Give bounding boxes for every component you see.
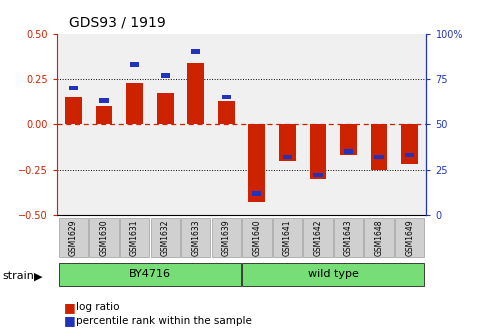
Text: ▶: ▶ — [34, 271, 42, 281]
Bar — [181, 218, 211, 257]
Bar — [252, 191, 261, 196]
Text: percentile rank within the sample: percentile rank within the sample — [76, 316, 252, 326]
Text: GSM1630: GSM1630 — [100, 219, 108, 256]
Bar — [334, 218, 363, 257]
Text: ■: ■ — [64, 301, 76, 314]
Bar — [222, 95, 231, 99]
Bar — [100, 98, 108, 103]
Bar — [364, 218, 394, 257]
Text: strain: strain — [2, 271, 35, 281]
Bar — [303, 218, 333, 257]
Bar — [248, 124, 265, 202]
Bar — [211, 218, 241, 257]
Text: GSM1633: GSM1633 — [191, 219, 200, 256]
Bar — [375, 155, 384, 159]
Text: log ratio: log ratio — [76, 302, 120, 312]
Bar — [191, 49, 200, 54]
Bar — [273, 218, 302, 257]
Text: GSM1629: GSM1629 — [69, 219, 78, 256]
Bar — [344, 149, 353, 154]
Bar — [401, 124, 418, 164]
Text: GSM1649: GSM1649 — [405, 219, 414, 256]
Text: GDS93 / 1919: GDS93 / 1919 — [69, 15, 166, 29]
Bar — [126, 83, 143, 124]
Bar — [69, 86, 78, 90]
Text: GSM1631: GSM1631 — [130, 219, 139, 256]
Bar — [161, 73, 170, 78]
Text: GSM1641: GSM1641 — [283, 219, 292, 256]
Bar — [150, 218, 180, 257]
Text: GSM1640: GSM1640 — [252, 219, 261, 256]
Bar — [65, 97, 82, 124]
Bar — [405, 153, 414, 158]
Text: GSM1639: GSM1639 — [222, 219, 231, 256]
Text: GSM1643: GSM1643 — [344, 219, 353, 256]
Bar — [59, 263, 241, 286]
Bar — [279, 124, 296, 161]
Bar — [314, 173, 322, 177]
Bar — [187, 62, 204, 124]
Bar — [242, 218, 272, 257]
Text: GSM1632: GSM1632 — [161, 219, 170, 256]
Bar — [89, 218, 119, 257]
Text: wild type: wild type — [308, 269, 359, 279]
Bar — [395, 218, 424, 257]
Bar — [283, 155, 292, 159]
Bar — [59, 218, 88, 257]
Text: ■: ■ — [64, 314, 76, 327]
Bar — [120, 218, 149, 257]
Bar — [310, 124, 326, 179]
Bar — [130, 62, 139, 67]
Bar — [96, 106, 112, 124]
Text: BY4716: BY4716 — [129, 269, 171, 279]
Bar — [340, 124, 357, 155]
Bar — [242, 263, 424, 286]
Bar — [371, 124, 387, 170]
Bar — [218, 101, 235, 124]
Text: GSM1642: GSM1642 — [314, 219, 322, 256]
Bar — [157, 93, 174, 124]
Text: GSM1648: GSM1648 — [375, 219, 384, 256]
